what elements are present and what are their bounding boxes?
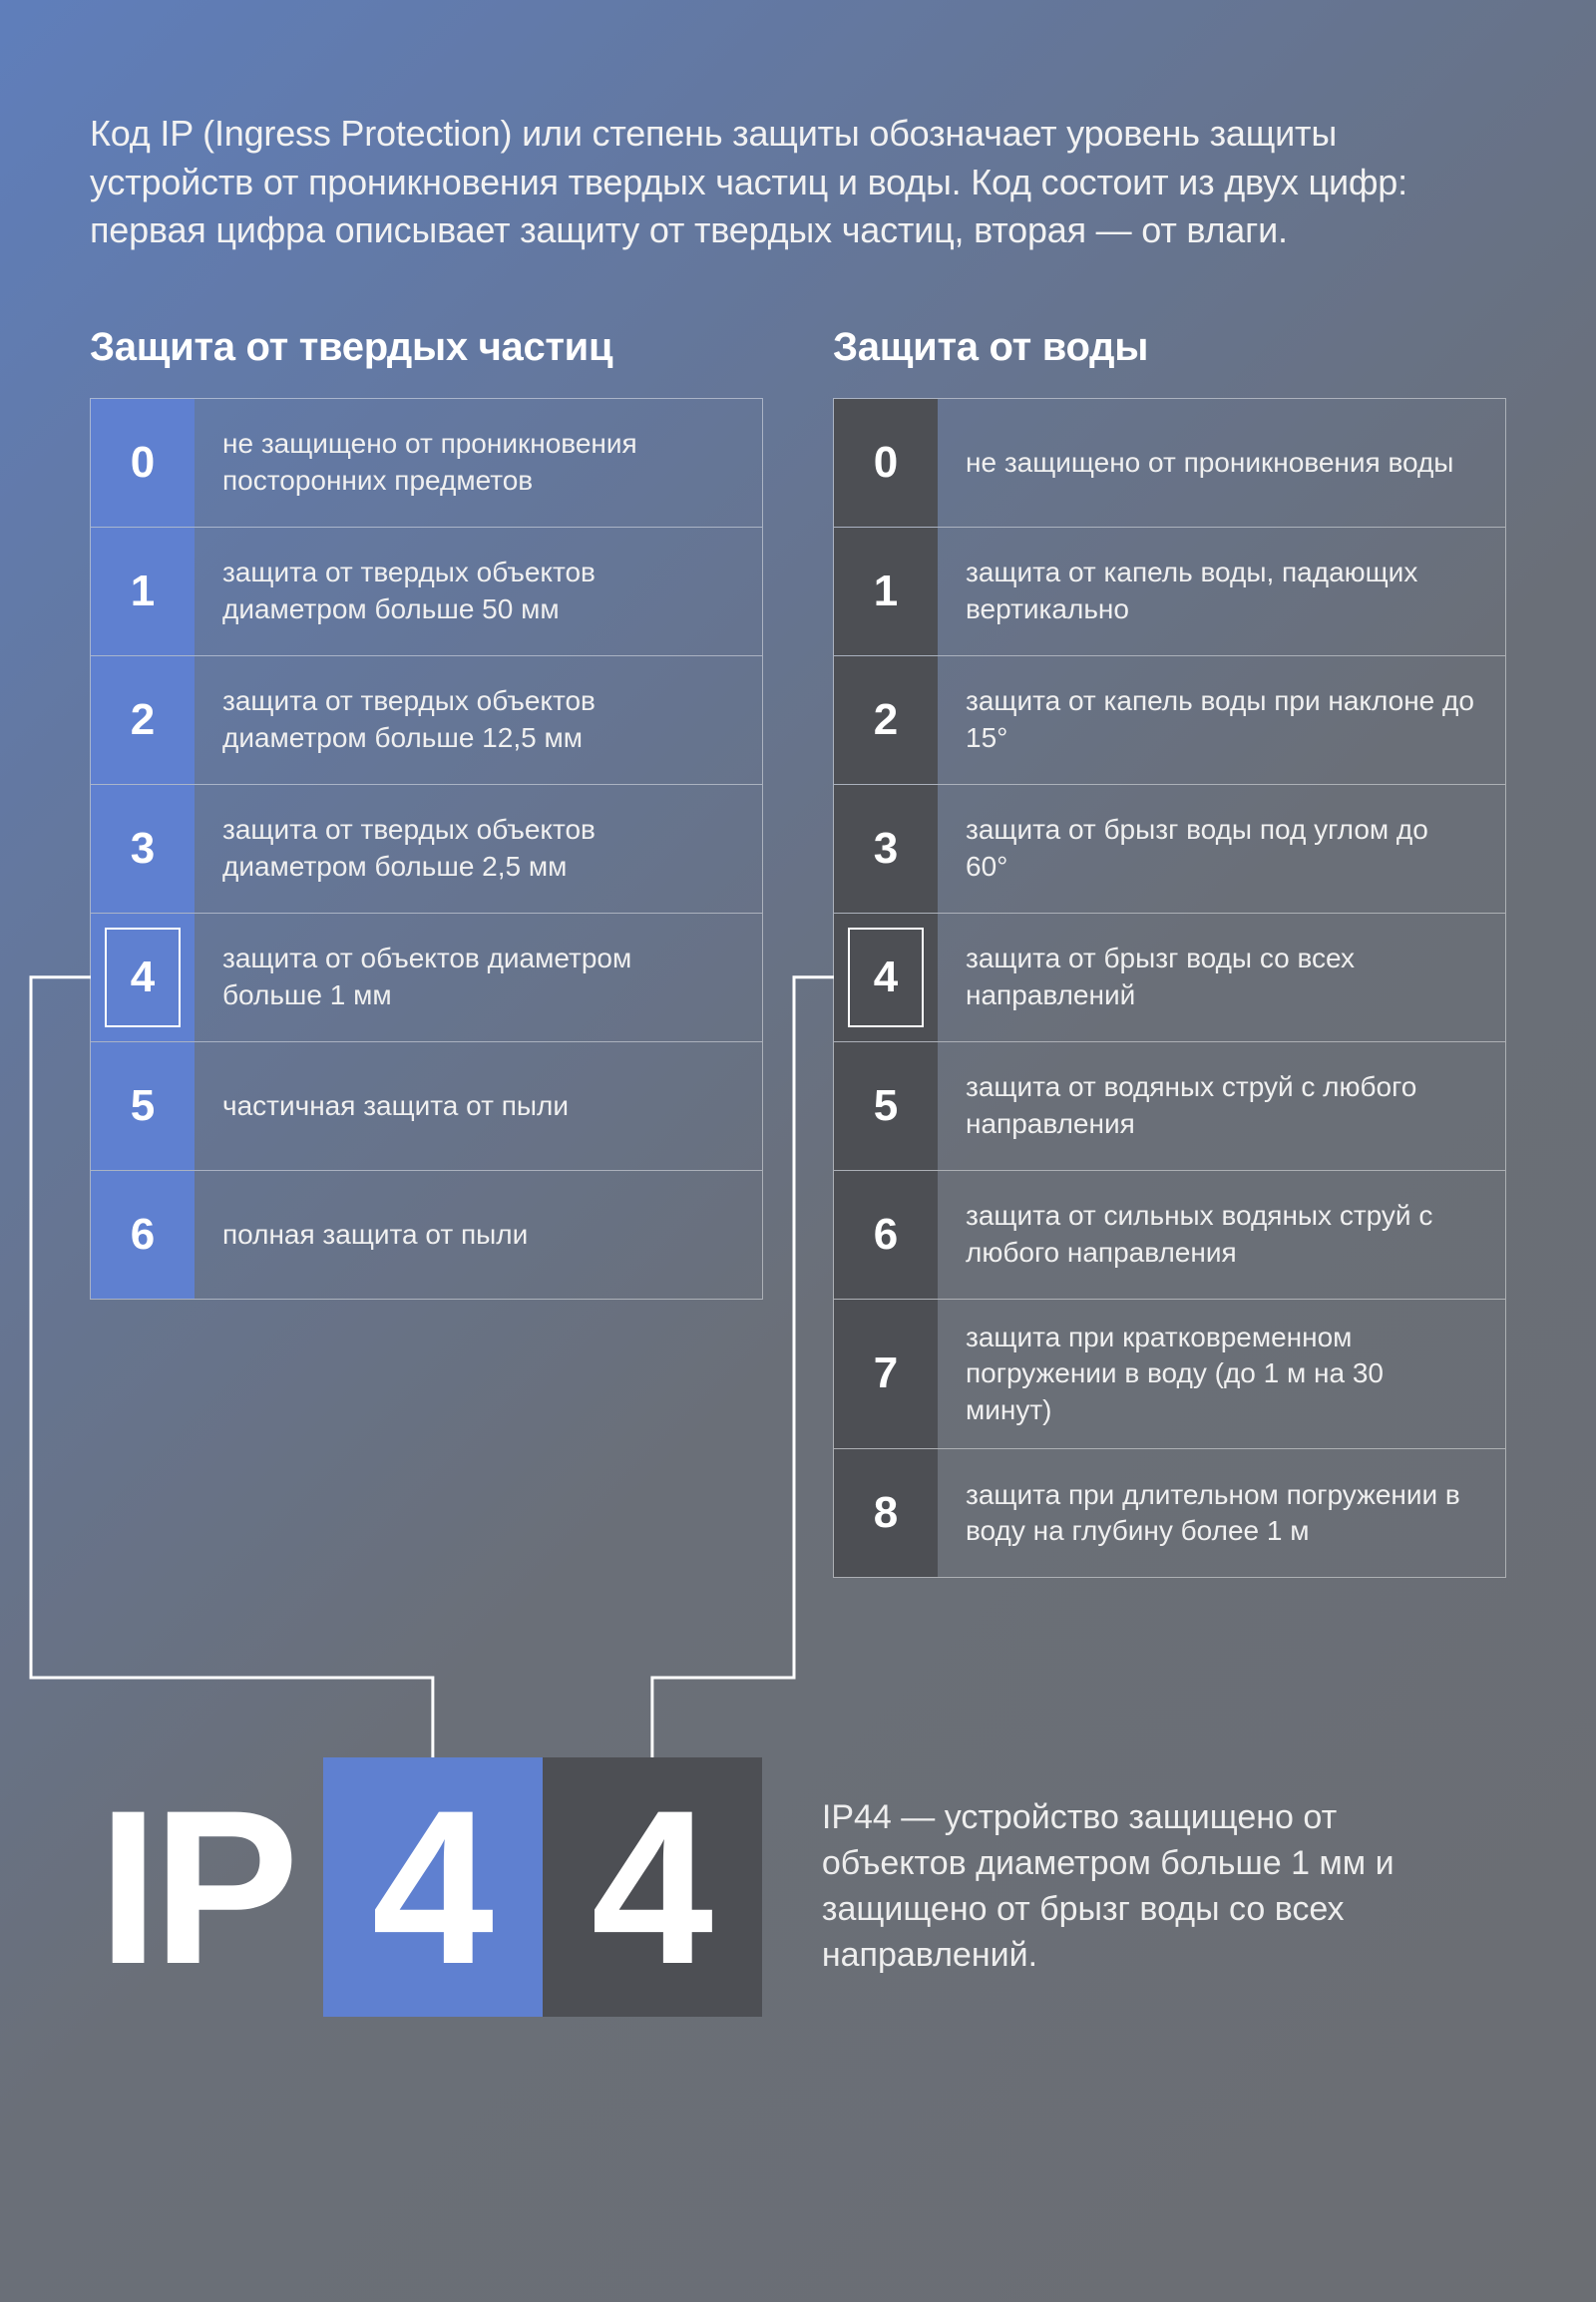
example-area: IP 4 4 IP44 — устройство защищено от объ… [90,1757,1506,2017]
rating-number-cell: 7 [834,1300,938,1448]
rating-number-cell: 0 [834,399,938,527]
rating-number-cell: 3 [834,785,938,913]
rating-description-cell: не защищено от проникновения воды [938,399,1505,527]
table-row: 8защита при длительном погружении в воду… [834,1448,1505,1577]
rating-number-cell: 8 [834,1449,938,1577]
rating-description-cell: защита от сильных водяных струй с любого… [938,1171,1505,1299]
rating-number-cell: 4 [834,914,938,1041]
highlight-box [848,928,924,1027]
table-row: 3защита от твердых объектов диаметром бо… [91,784,762,913]
ip-digit-1: 4 [372,1777,494,1997]
ip-digit-1-box: 4 [323,1757,543,2017]
ip-digit-2: 4 [592,1777,713,1997]
rating-description-cell: защита от брызг воды под углом до 60° [938,785,1505,913]
water-table: 0не защищено от проникновения воды1защит… [833,398,1506,1578]
table-row: 0не защищено от проникновения посторонни… [91,399,762,527]
solids-table: 0не защищено от проникновения посторонни… [90,398,763,1300]
table-row: 1защита от твердых объектов диаметром бо… [91,527,762,655]
table-row: 2защита от капель воды при наклоне до 15… [834,655,1505,784]
rating-description-cell: защита от твердых объектов диаметром бол… [195,656,762,784]
water-column: Защита от воды 0не защищено от проникнов… [833,325,1506,1578]
rating-number-cell: 2 [834,656,938,784]
rating-number-cell: 6 [834,1171,938,1299]
rating-number-cell: 5 [834,1042,938,1170]
rating-number-cell: 0 [91,399,195,527]
rating-description-cell: защита от капель воды, падающих вертикал… [938,528,1505,655]
columns-wrap: Защита от твердых частиц 0не защищено от… [90,325,1506,1578]
rating-description-cell: защита от капель воды при наклоне до 15° [938,656,1505,784]
page-container: Код IP (Ingress Protection) или степень … [0,0,1596,2107]
rating-description-cell: защита при кратковременном погружении в … [938,1300,1505,1448]
water-title: Защита от воды [833,325,1506,370]
rating-number-cell: 2 [91,656,195,784]
rating-description-cell: защита от объектов диаметром больше 1 мм [195,914,762,1041]
rating-number-cell: 4 [91,914,195,1041]
intro-paragraph: Код IP (Ingress Protection) или степень … [90,110,1506,255]
solids-title: Защита от твердых частиц [90,325,763,370]
rating-number-cell: 3 [91,785,195,913]
table-row: 7защита при кратковременном погружении в… [834,1299,1505,1448]
table-row: 3защита от брызг воды под углом до 60° [834,784,1505,913]
table-row: 1защита от капель воды, падающих вертика… [834,527,1505,655]
rating-number-cell: 5 [91,1042,195,1170]
ip-digit-2-box: 4 [543,1757,762,2017]
rating-description-cell: не защищено от проникновения посторонних… [195,399,762,527]
table-row: 0не защищено от проникновения воды [834,399,1505,527]
rating-description-cell: частичная защита от пыли [195,1042,762,1170]
table-row: 6полная защита от пыли [91,1170,762,1299]
rating-description-cell: защита от твердых объектов диаметром бол… [195,785,762,913]
highlight-box [105,928,181,1027]
rating-description-cell: защита от водяных струй с любого направл… [938,1042,1505,1170]
rating-description-cell: защита от брызг воды со всех направлений [938,914,1505,1041]
table-row: 5частичная защита от пыли [91,1041,762,1170]
solids-column: Защита от твердых частиц 0не защищено от… [90,325,763,1578]
table-row: 4защита от объектов диаметром больше 1 м… [91,913,762,1041]
ip-code-block: IP 4 4 [98,1757,762,2017]
table-row: 2защита от твердых объектов диаметром бо… [91,655,762,784]
rating-number-cell: 6 [91,1171,195,1299]
table-row: 6защита от сильных водяных струй с любог… [834,1170,1505,1299]
rating-number-cell: 1 [91,528,195,655]
ip-prefix: IP [98,1777,293,1997]
rating-description-cell: защита от твердых объектов диаметром бол… [195,528,762,655]
rating-description-cell: защита при длительном погружении в воду … [938,1449,1505,1577]
table-row: 4защита от брызг воды со всех направлени… [834,913,1505,1041]
example-description: IP44 — устройство защищено от объектов д… [822,1795,1440,1979]
table-row: 5защита от водяных струй с любого направ… [834,1041,1505,1170]
rating-description-cell: полная защита от пыли [195,1171,762,1299]
rating-number-cell: 1 [834,528,938,655]
